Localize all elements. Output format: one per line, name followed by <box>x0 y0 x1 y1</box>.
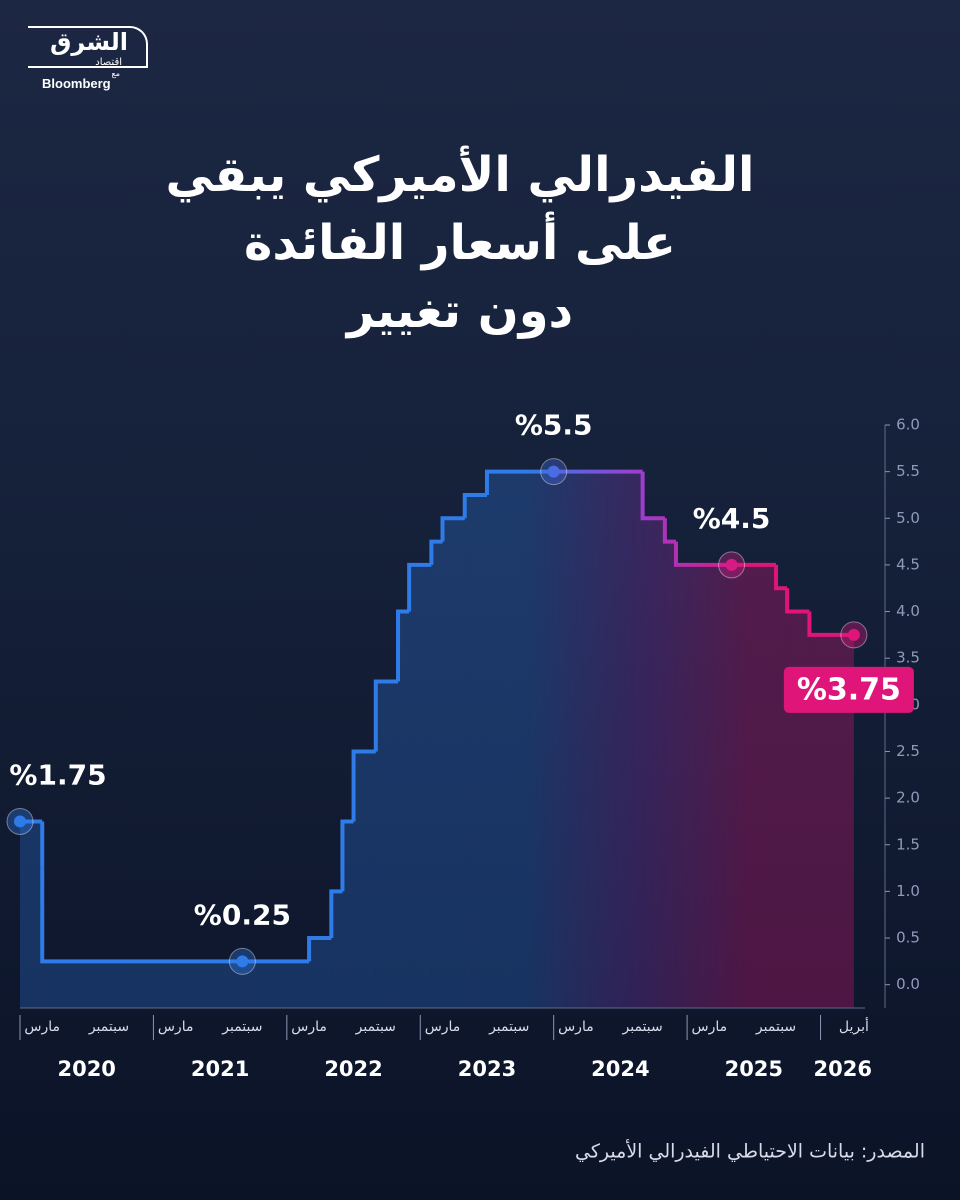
area-segment <box>553 471 643 1008</box>
x-tick-label: مارس <box>158 1019 194 1035</box>
line-segment <box>640 471 665 521</box>
line-segment <box>662 518 676 544</box>
point <box>236 955 249 968</box>
logo-sub: اقتصاد <box>95 57 122 68</box>
area-segment <box>309 938 332 1008</box>
line-segment <box>484 469 554 495</box>
line-segment <box>40 868 243 964</box>
year-label: 2021 <box>191 1057 249 1081</box>
area-segment <box>464 494 487 1009</box>
logo-partner: Bloomberg <box>42 76 111 91</box>
line-segment <box>407 562 432 612</box>
line-segment <box>440 516 465 542</box>
area-segment <box>42 961 243 1008</box>
area-segment <box>731 564 777 1008</box>
area-segment <box>20 821 43 1008</box>
value-label: %3.75 <box>797 672 901 707</box>
x-tick-label: سبتمبر <box>755 1019 796 1035</box>
area-segment <box>675 564 732 1008</box>
logo-name: الشرق <box>49 28 128 56</box>
y-tick-label: 2.0 <box>896 789 920 807</box>
y-tick-label: 3.5 <box>896 649 920 667</box>
x-tick-label: سبتمبر <box>221 1019 262 1035</box>
area-segment <box>342 821 354 1008</box>
line-segment <box>396 609 410 682</box>
area-segment <box>353 751 376 1008</box>
line-segment <box>462 492 487 519</box>
y-tick-label: 0.5 <box>896 929 920 947</box>
year-label: 2023 <box>458 1057 516 1081</box>
year-label: 2026 <box>814 1057 872 1081</box>
y-tick-label: 4.5 <box>896 555 920 573</box>
value-label: %5.5 <box>515 409 593 442</box>
logo: الشرق اقتصاد مع Bloomberg <box>28 26 150 91</box>
point <box>14 815 26 828</box>
x-tick-label: مارس <box>425 1019 461 1035</box>
x-tick-label: أبريل <box>839 1017 869 1035</box>
x-tick-label: سبتمبر <box>88 1019 129 1035</box>
y-tick-label: 1.5 <box>896 835 920 853</box>
area-segment <box>486 471 554 1008</box>
line-segment <box>351 749 376 822</box>
x-tick-label: مارس <box>24 1019 60 1035</box>
point <box>547 465 560 478</box>
y-tick-label: 1.0 <box>896 882 920 900</box>
line-segment <box>807 611 854 637</box>
line-segment <box>785 588 810 614</box>
source: المصدر: بيانات الاحتياطي الفيدرالي الأمي… <box>575 1140 925 1163</box>
year-label: 2020 <box>57 1057 115 1081</box>
year-label: 2024 <box>591 1057 649 1081</box>
value-label: %0.25 <box>194 898 291 931</box>
area-segment <box>642 518 665 1008</box>
logo-frame <box>28 26 148 68</box>
line-segment <box>673 541 732 567</box>
line-segment <box>340 819 354 892</box>
point <box>847 628 860 641</box>
y-tick-label: 4.0 <box>896 602 920 620</box>
y-tick-label: 6.0 <box>896 416 920 434</box>
year-label: 2025 <box>725 1057 783 1081</box>
y-tick-label: 5.0 <box>896 509 920 527</box>
line-segment <box>429 539 443 565</box>
chart-title: على أسعار الفائدة <box>244 211 676 271</box>
x-tick-label: مارس <box>291 1019 327 1035</box>
logo-with: مع <box>111 69 120 78</box>
x-tick-label: سبتمبر <box>622 1019 663 1035</box>
area-segment <box>442 518 465 1008</box>
area-segment <box>331 891 343 1008</box>
value-label: %1.75 <box>9 758 106 791</box>
x-tick-label: سبتمبر <box>355 1019 396 1035</box>
x-tick-label: مارس <box>692 1019 728 1035</box>
area-segment <box>242 961 310 1008</box>
y-tick-label: 5.5 <box>896 462 920 480</box>
area-segment <box>409 564 432 1008</box>
area-segment <box>776 588 788 1008</box>
point <box>725 558 738 571</box>
chart-title: الفيدرالي الأميركي يبقي <box>165 145 754 203</box>
x-tick-label: سبتمبر <box>488 1019 529 1035</box>
area-segment <box>431 541 443 1008</box>
y-tick-label: 2.5 <box>896 742 920 760</box>
line-segment <box>373 679 399 752</box>
area-segment <box>664 541 676 1008</box>
x-tick-label: مارس <box>558 1019 594 1035</box>
line-segment <box>774 564 788 591</box>
y-tick-label: 0.0 <box>896 975 920 993</box>
line <box>20 469 854 964</box>
area-segment <box>375 681 399 1008</box>
line-segment <box>307 936 332 962</box>
area <box>20 471 854 1009</box>
line-segment <box>329 889 343 939</box>
value-label: %4.5 <box>693 502 771 535</box>
label-pill <box>783 666 914 713</box>
year-label: 2022 <box>324 1057 382 1081</box>
chart-title: دون تغيير <box>345 283 573 339</box>
area-segment <box>398 611 410 1008</box>
